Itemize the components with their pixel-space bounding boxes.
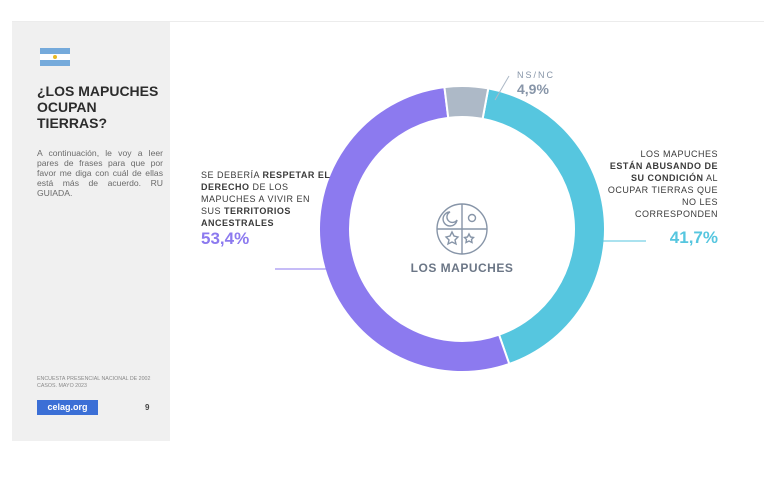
slice-abusando [481,87,606,366]
kultrun-icon [436,203,488,255]
survey-source: ENCUESTA PRESENCIAL NACIONAL DE 2002 CAS… [37,376,151,389]
sidebar-panel: ¿LOS MAPUCHES OCUPAN TIERRAS? A continua… [12,22,170,441]
argentina-flag-icon [40,48,70,66]
slice-respetar [318,85,511,373]
label-respetar-pre: SE DEBERÍA [201,170,263,180]
value-abusando: 41,7% [669,228,718,247]
label-respetar-mid: DE LOS MAPUCHES A VIVIR EN SUS [201,182,311,216]
brand-logo[interactable]: celag.org [37,400,98,415]
center-label: LOS MAPUCHES [410,261,514,275]
top-divider [12,21,764,22]
top-leader-line [494,75,510,101]
value-respetar: 53,4% [201,229,250,248]
page-title: ¿LOS MAPUCHES OCUPAN TIERRAS? [37,83,159,131]
label-abusando-post: AL OCUPAR TIERRAS QUE NO LES CORRESPONDE… [607,173,718,219]
left-leader-dot [350,267,354,271]
label-respetar-bold2: TERRITORIOS ANCESTRALES [201,206,291,228]
right-leader-dot [577,239,581,243]
value-nsnc: 4,9% [517,81,549,97]
label-nsnc-text: NS/NC [517,70,556,80]
label-abusando-pre: LOS MAPUCHES [640,149,718,159]
label-nsnc: NS/NC 4,9% [517,69,587,97]
label-respetar: SE DEBERÍA RESPETAR EL DERECHO DE LOS MA… [201,169,331,249]
label-respetar-bold1: RESPETAR EL DERECHO [201,170,331,192]
label-abusando: LOS MAPUCHES ESTÁN ABUSANDO DE SU CONDIC… [606,148,718,248]
question-intro: A continuación, le voy a leer pares de f… [37,148,163,198]
page-number: 9 [145,403,150,412]
slice-nsnc [443,85,490,121]
label-abusando-bold: ESTÁN ABUSANDO DE SU CONDICIÓN [609,161,718,183]
